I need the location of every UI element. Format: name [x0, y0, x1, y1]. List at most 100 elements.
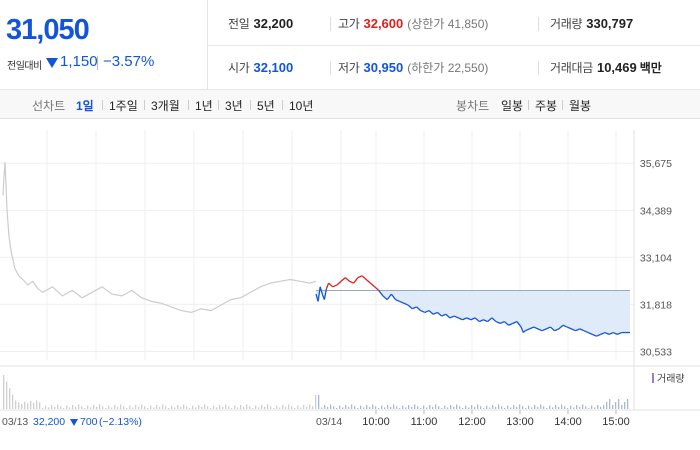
- price-chart[interactable]: 35,675 34,389 33,104 31,818 30,533 10:00 11:0…: [0, 120, 700, 450]
- price-segment: [374, 286, 380, 291]
- change-value: 1,150: [60, 53, 98, 70]
- volume-bar: [270, 406, 272, 409]
- volume-bar: [240, 405, 242, 409]
- volume-bar: [474, 406, 476, 409]
- volume-bar: [255, 405, 257, 409]
- price-segment: [516, 321, 522, 328]
- price-segment: [541, 328, 547, 332]
- volume-bar: [165, 406, 167, 409]
- down-triangle-icon: [46, 58, 58, 68]
- volume-bar: [351, 404, 353, 409]
- volume-bar: [339, 405, 341, 409]
- price-segment: [361, 275, 367, 280]
- volume-bar: [624, 402, 626, 409]
- tab-period-1y[interactable]: 1년: [195, 99, 213, 113]
- price-segment: [319, 286, 323, 295]
- price-segment: [566, 326, 572, 330]
- volume-bar: [222, 406, 224, 409]
- price-segment: [344, 277, 350, 282]
- volume-bar: [435, 404, 437, 409]
- price-segment: [436, 311, 443, 317]
- prev-day-change: 700: [80, 416, 98, 428]
- tab-candle-daily[interactable]: 일봉: [501, 99, 524, 113]
- stat-value: 32,200: [253, 16, 294, 31]
- volume-bar: [273, 408, 275, 409]
- volume-bar: [318, 395, 320, 409]
- volume-bar: [207, 406, 209, 409]
- volume-bar: [210, 408, 212, 409]
- y-tick-label: 30,533: [640, 346, 672, 358]
- volume-bar: [132, 407, 134, 409]
- toolbar-separator: [250, 100, 251, 110]
- tab-period-3m[interactable]: 3개월: [151, 99, 180, 113]
- volume-bars: [3, 375, 629, 409]
- volume-bar: [354, 406, 356, 409]
- price-segment: [470, 317, 476, 321]
- volume-bar: [564, 406, 566, 409]
- prev-day-line: [2, 162, 317, 314]
- price-segment: [323, 288, 328, 300]
- price-segment: [357, 275, 363, 279]
- tab-candle-monthly[interactable]: 월봉: [569, 99, 592, 113]
- volume-bar: [177, 405, 179, 409]
- volume-bar: [384, 407, 386, 409]
- volume-bar: [321, 407, 323, 409]
- volume-bar: [447, 407, 449, 409]
- prev-day-date: 03/13: [2, 416, 28, 428]
- volume-bar: [159, 406, 161, 409]
- tab-candle-weekly[interactable]: 주봉: [535, 99, 558, 113]
- volume-bar: [225, 404, 227, 409]
- toolbar-separator: [528, 100, 529, 110]
- stat-value: 30,950: [363, 60, 404, 75]
- toolbar-separator: [102, 100, 103, 110]
- volume-bar: [420, 408, 422, 409]
- volume-bar: [555, 405, 557, 409]
- volume-bar: [99, 404, 101, 409]
- volume-bar: [171, 405, 173, 409]
- volume-bar: [51, 405, 53, 409]
- candle-chart-label: 봉차트: [456, 99, 490, 113]
- volume-bar: [558, 406, 560, 409]
- tab-period-5y[interactable]: 5년: [257, 99, 275, 113]
- tab-period-10y[interactable]: 10년: [289, 99, 314, 113]
- volume-bar: [285, 406, 287, 409]
- stat-label: 거래대금: [550, 61, 593, 75]
- price-segment: [474, 317, 480, 323]
- tab-period-1w[interactable]: 1주일: [109, 99, 138, 113]
- volume-bar: [180, 406, 182, 409]
- volume-bar: [414, 404, 416, 409]
- tab-period-3y[interactable]: 3년: [225, 99, 243, 113]
- price-segment: [537, 328, 543, 332]
- y-tick-label: 34,389: [640, 205, 672, 217]
- price-segment: [533, 326, 539, 330]
- volume-bar: [111, 407, 113, 409]
- stat-label: 고가: [338, 17, 360, 31]
- volume-bar: [411, 406, 413, 409]
- volume-bar: [243, 406, 245, 409]
- volume-bar: [525, 408, 527, 409]
- volume-bar: [66, 405, 68, 409]
- tab-period-1d[interactable]: 1일: [76, 99, 94, 113]
- price-segment: [382, 295, 388, 301]
- volume-bar: [528, 405, 530, 409]
- volume-bar: [606, 402, 608, 409]
- price-segment: [491, 317, 497, 323]
- price-segment: [424, 309, 430, 314]
- stat-volume: 거래량 330,797: [550, 15, 633, 32]
- volume-bar: [489, 407, 491, 409]
- prev-day-pct: (−2.13%): [99, 416, 142, 428]
- volume-bar: [306, 406, 308, 409]
- volume-bar: [216, 407, 218, 409]
- x-axis-labels: 10:00 11:00 12:00 13:00 14:00 15:00: [362, 410, 630, 428]
- volume-bar: [501, 406, 503, 409]
- price-segment: [445, 313, 451, 319]
- volume-bar: [189, 408, 191, 409]
- price-segment: [332, 284, 338, 288]
- down-triangle-icon: [70, 419, 78, 426]
- stat-low: 저가 30,950 (하한가 22,550): [338, 59, 488, 76]
- toolbar-separator: [562, 100, 563, 110]
- price-segment: [317, 286, 321, 302]
- volume-bar: [36, 400, 38, 409]
- volume-bar: [582, 404, 584, 409]
- volume-bar: [345, 405, 347, 409]
